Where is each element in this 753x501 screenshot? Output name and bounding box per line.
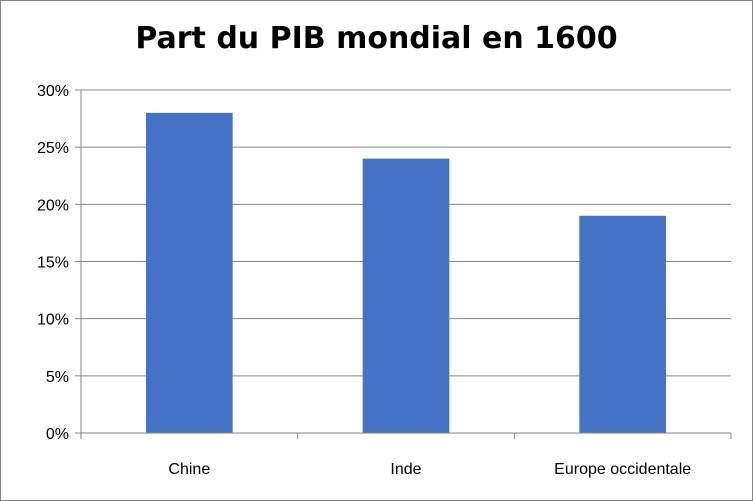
y-tick-labels: 0% 5% 10% 15% 20% 25% 30% <box>37 83 69 443</box>
chart-title: Part du PIB mondial en 1600 <box>135 21 618 56</box>
x-tick-labels: Chine Inde Europe occidentale <box>168 461 691 478</box>
x-tick-label: Chine <box>168 461 210 478</box>
y-tick-label: 5% <box>46 369 69 386</box>
y-tick-label: 10% <box>37 312 69 329</box>
x-tick-label: Europe occidentale <box>554 461 691 478</box>
y-tick-label: 25% <box>37 140 69 157</box>
y-tick-label: 20% <box>37 197 69 214</box>
x-tick-label: Inde <box>390 461 421 478</box>
y-tick-label: 0% <box>46 426 69 443</box>
y-tick-label: 30% <box>37 83 69 100</box>
bar-europe-occidentale <box>579 215 666 433</box>
axes <box>75 89 732 439</box>
y-tick-label: 15% <box>37 255 69 272</box>
bar-inde <box>362 158 450 433</box>
bar-chine <box>146 112 233 433</box>
bars <box>146 112 666 433</box>
